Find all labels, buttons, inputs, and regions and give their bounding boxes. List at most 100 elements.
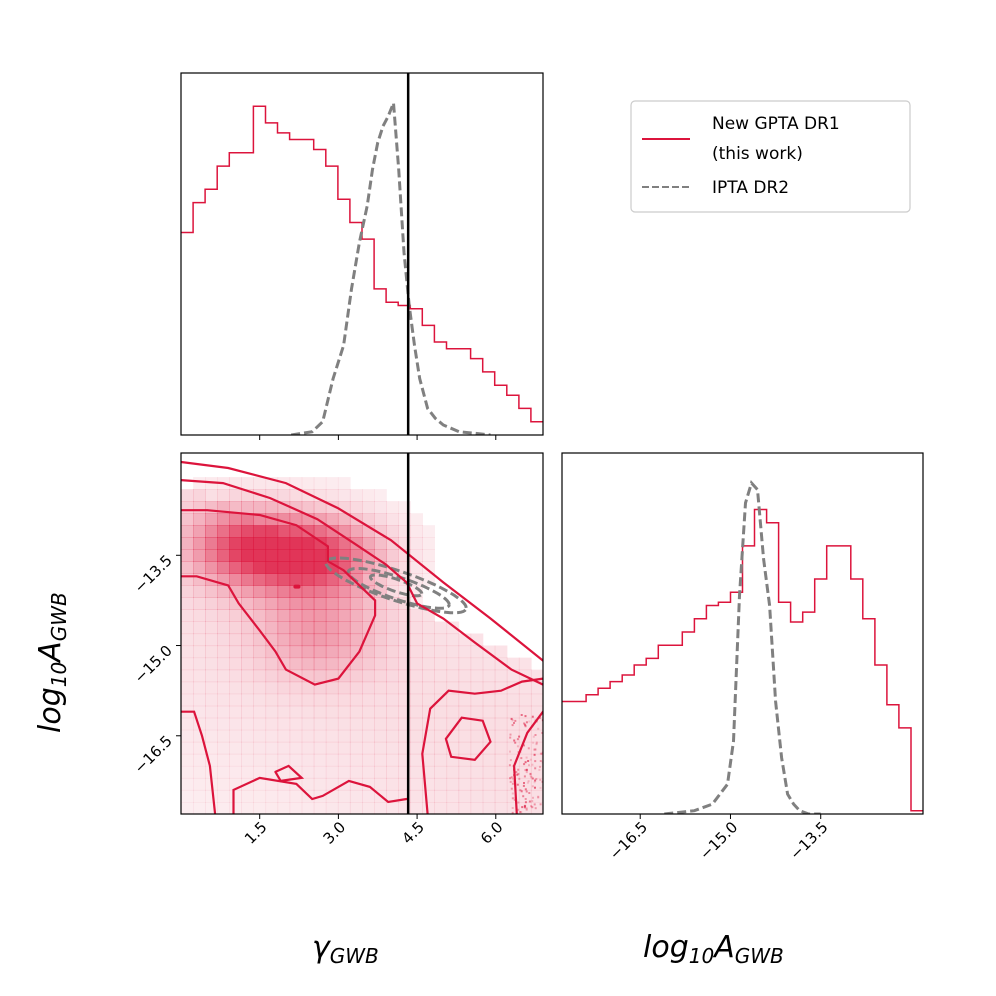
heatmap-cell xyxy=(217,777,230,791)
heatmap-cell xyxy=(337,753,351,767)
heatmap-cell xyxy=(349,525,363,538)
heatmap-cell xyxy=(349,681,363,695)
heatmap-cell xyxy=(434,789,448,803)
heatmap-cell xyxy=(313,621,327,635)
heatmap-cell xyxy=(325,609,339,622)
heatmap-cell xyxy=(434,802,448,814)
heatmap-cell xyxy=(458,645,472,659)
heatmap-cell xyxy=(229,729,242,743)
heatmap-cell xyxy=(265,525,279,538)
heatmap-speck xyxy=(509,736,512,739)
heatmap-speck xyxy=(514,719,517,722)
heatmap-cell xyxy=(253,693,267,707)
heatmap-cell xyxy=(494,693,508,707)
heatmap-cell xyxy=(229,513,242,526)
heatmap-cell xyxy=(205,789,218,803)
heatmap-cell xyxy=(277,537,291,550)
heatmap-cell xyxy=(205,717,218,731)
heatmap-cell xyxy=(410,789,423,803)
heatmap-cell xyxy=(193,789,206,803)
heatmap-cell xyxy=(229,609,242,622)
heatmap-speck xyxy=(525,808,528,811)
heatmap-speck xyxy=(530,776,533,779)
heatmap-cell xyxy=(349,693,363,707)
heatmap-cell xyxy=(530,789,543,803)
heatmap-cell xyxy=(530,717,543,731)
heatmap-cell xyxy=(253,501,267,514)
heatmap-cell xyxy=(193,561,206,574)
heatmap-cell xyxy=(265,501,279,514)
heatmap-cell xyxy=(530,777,543,791)
heatmap-cell xyxy=(506,693,520,707)
heatmap-cell xyxy=(386,681,399,695)
heatmap-cell xyxy=(422,561,435,574)
heatmap-cell xyxy=(289,549,303,562)
heatmap-cell xyxy=(289,717,303,731)
heatmap-cell xyxy=(482,741,496,755)
heatmap-cell xyxy=(362,501,375,514)
heatmap-cell xyxy=(181,597,194,610)
heatmap-cell xyxy=(301,717,315,731)
heatmap-cell xyxy=(289,525,303,538)
heatmap-cell xyxy=(241,501,254,514)
heatmap-cell xyxy=(241,765,254,779)
heatmap-cell xyxy=(446,633,460,647)
heatmap-cell xyxy=(337,489,351,502)
heatmap-speck xyxy=(516,783,519,786)
heatmap-cell xyxy=(386,621,399,635)
heatmap-cell xyxy=(337,597,351,610)
heatmap-cell xyxy=(241,573,254,586)
heatmap-cell xyxy=(470,777,484,791)
heatmap-cell xyxy=(325,513,339,526)
heatmap-cell xyxy=(217,609,230,622)
heatmap-cell xyxy=(229,549,242,562)
heatmap-cell xyxy=(217,489,230,502)
heatmap-cell xyxy=(181,633,194,647)
heatmap-speck xyxy=(539,778,542,781)
heatmap-speck xyxy=(535,778,538,780)
heatmap-cell xyxy=(265,729,279,743)
heatmap-cell xyxy=(265,741,279,755)
heatmap-cell xyxy=(422,741,435,755)
heatmap-cell xyxy=(482,789,496,803)
heatmap-cell xyxy=(374,705,387,719)
heatmap-speck xyxy=(535,743,538,746)
heatmap-cell xyxy=(422,765,435,779)
heatmap-cell xyxy=(253,597,267,610)
gamma-top-ticks xyxy=(259,435,497,440)
heatmap-cell xyxy=(205,633,218,647)
heatmap-speck xyxy=(508,764,511,767)
heatmap-speck xyxy=(531,800,534,803)
heatmap-cell xyxy=(349,741,363,755)
heatmap-cell xyxy=(289,802,303,814)
heatmap-speck xyxy=(534,779,537,782)
heatmap-speck xyxy=(532,735,535,738)
heatmap-speck xyxy=(525,807,528,810)
heatmap-cell xyxy=(193,585,206,598)
heatmap-cell xyxy=(362,549,375,562)
heatmap-cell xyxy=(386,717,399,731)
heatmap-cell xyxy=(458,741,472,755)
heatmap-cell xyxy=(458,765,472,779)
logA-x-ticks: −16.5 −15.0 −13.5 xyxy=(606,814,832,863)
heatmap-cell xyxy=(410,777,423,791)
heatmap-speck xyxy=(525,771,528,774)
density-heatmap xyxy=(181,477,543,814)
heatmap-cell xyxy=(265,609,279,622)
heatmap-cell xyxy=(229,657,242,671)
heatmap-cell xyxy=(349,597,363,610)
heatmap-cell xyxy=(181,645,194,659)
heatmap-cell xyxy=(217,741,230,755)
heatmap-cell xyxy=(362,741,375,755)
heatmap-cell xyxy=(410,705,423,719)
heatmap-cell xyxy=(301,585,315,598)
heatmap-cell xyxy=(349,705,363,719)
heatmap-cell xyxy=(205,525,218,538)
heatmap-speck xyxy=(538,768,541,771)
heatmap-cell xyxy=(434,777,448,791)
heatmap-cell xyxy=(374,621,387,635)
heatmap-cell xyxy=(277,609,291,622)
heatmap-cell xyxy=(482,669,496,683)
heatmap-cell xyxy=(362,717,375,731)
heatmap-speck xyxy=(541,731,543,734)
